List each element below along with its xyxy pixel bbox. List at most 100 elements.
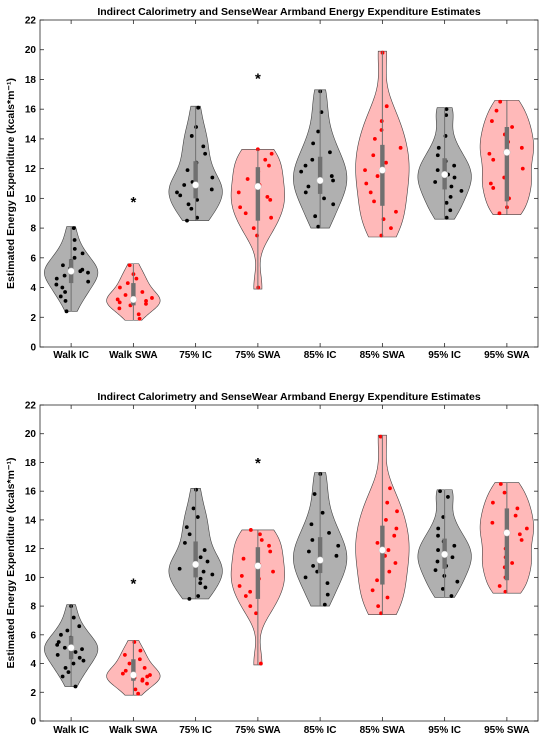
data-point [203, 151, 208, 156]
data-point [198, 555, 203, 560]
data-point [138, 648, 143, 653]
data-point [394, 209, 398, 214]
violin-chart-top: Indirect Calorimetry and SenseWear Armba… [5, 6, 539, 361]
plot-area-frame [39, 19, 539, 348]
data-point [268, 549, 273, 554]
data-point [491, 186, 496, 190]
data-point [438, 489, 442, 494]
x-tick-label: Walk IC [53, 350, 89, 361]
data-point [271, 569, 275, 574]
data-point [384, 104, 389, 109]
data-point [398, 145, 403, 150]
data-point [140, 677, 145, 682]
y-tick-label: 20 [25, 45, 37, 56]
data-point [182, 183, 187, 187]
data-point [448, 194, 453, 199]
data-point [81, 658, 86, 663]
data-point [137, 657, 142, 662]
y-tick-label: 4 [30, 283, 36, 294]
data-point [259, 538, 264, 542]
x-tick-label: 95% SWA [484, 725, 530, 736]
data-point [117, 300, 122, 305]
y-tick-label: 10 [25, 573, 37, 584]
data-point [513, 513, 518, 518]
data-point [183, 540, 187, 545]
data-point [185, 168, 190, 173]
data-point [267, 543, 271, 548]
y-tick-label: 10 [25, 194, 37, 205]
iqr-box [317, 156, 323, 194]
data-point [248, 604, 253, 608]
data-point [117, 306, 122, 311]
x-tick-label: Walk SWA [109, 725, 158, 736]
data-point [72, 247, 77, 251]
data-point [56, 640, 61, 644]
data-point [378, 434, 383, 439]
data-point [140, 290, 145, 294]
iqr-box [131, 659, 136, 681]
data-point [336, 543, 341, 548]
data-point [142, 665, 147, 670]
median-marker [503, 148, 511, 156]
data-point [191, 506, 196, 511]
y-tick-label: 2 [30, 313, 36, 324]
data-point [329, 174, 334, 178]
data-point [436, 145, 441, 150]
data-point [331, 178, 335, 183]
data-point [316, 224, 321, 229]
data-point [393, 561, 398, 565]
data-point [178, 193, 183, 198]
data-point [60, 285, 65, 290]
data-point [320, 510, 325, 515]
data-point [60, 674, 65, 679]
y-tick-label: 16 [25, 105, 37, 116]
median-marker [378, 546, 386, 554]
data-point [328, 150, 332, 155]
data-point [363, 168, 367, 173]
y-axis-label: Estimated Energy Expenditure (kcals*m⁻¹) [5, 78, 17, 289]
data-point [255, 147, 260, 152]
data-point [195, 197, 199, 202]
data-point [77, 624, 82, 629]
data-point [198, 576, 203, 581]
data-point [251, 226, 256, 230]
data-point [433, 568, 438, 573]
data-point [379, 119, 384, 123]
significance-asterisk: * [255, 455, 261, 472]
data-point [520, 166, 525, 171]
data-point [254, 611, 258, 616]
y-tick-label: 20 [25, 429, 37, 440]
iqr-box [317, 537, 323, 574]
data-point [316, 129, 321, 134]
median-marker [441, 171, 449, 179]
data-point [519, 145, 524, 150]
data-point [136, 312, 141, 317]
data-point [306, 184, 311, 189]
data-point [201, 569, 206, 574]
significance-asterisk: * [255, 70, 261, 87]
y-tick-label: 0 [30, 717, 36, 728]
data-point [510, 561, 515, 565]
data-point [54, 276, 59, 281]
significance-asterisk: * [130, 576, 136, 593]
y-tick-label: 14 [25, 134, 37, 145]
iqr-box [131, 283, 136, 306]
data-point [515, 506, 520, 511]
data-point [371, 153, 376, 158]
data-point [210, 175, 215, 180]
data-point [145, 681, 149, 686]
y-tick-label: 18 [25, 75, 37, 86]
median-marker [316, 556, 324, 564]
median-marker [192, 560, 200, 568]
data-point [375, 578, 379, 583]
data-point [86, 279, 91, 284]
median-marker [254, 562, 262, 570]
data-point [313, 214, 318, 219]
data-point [444, 107, 449, 112]
data-point [435, 168, 440, 173]
data-point [127, 263, 132, 268]
data-point [248, 589, 253, 594]
data-point [123, 653, 127, 657]
data-point [444, 200, 449, 205]
data-point [203, 585, 208, 590]
